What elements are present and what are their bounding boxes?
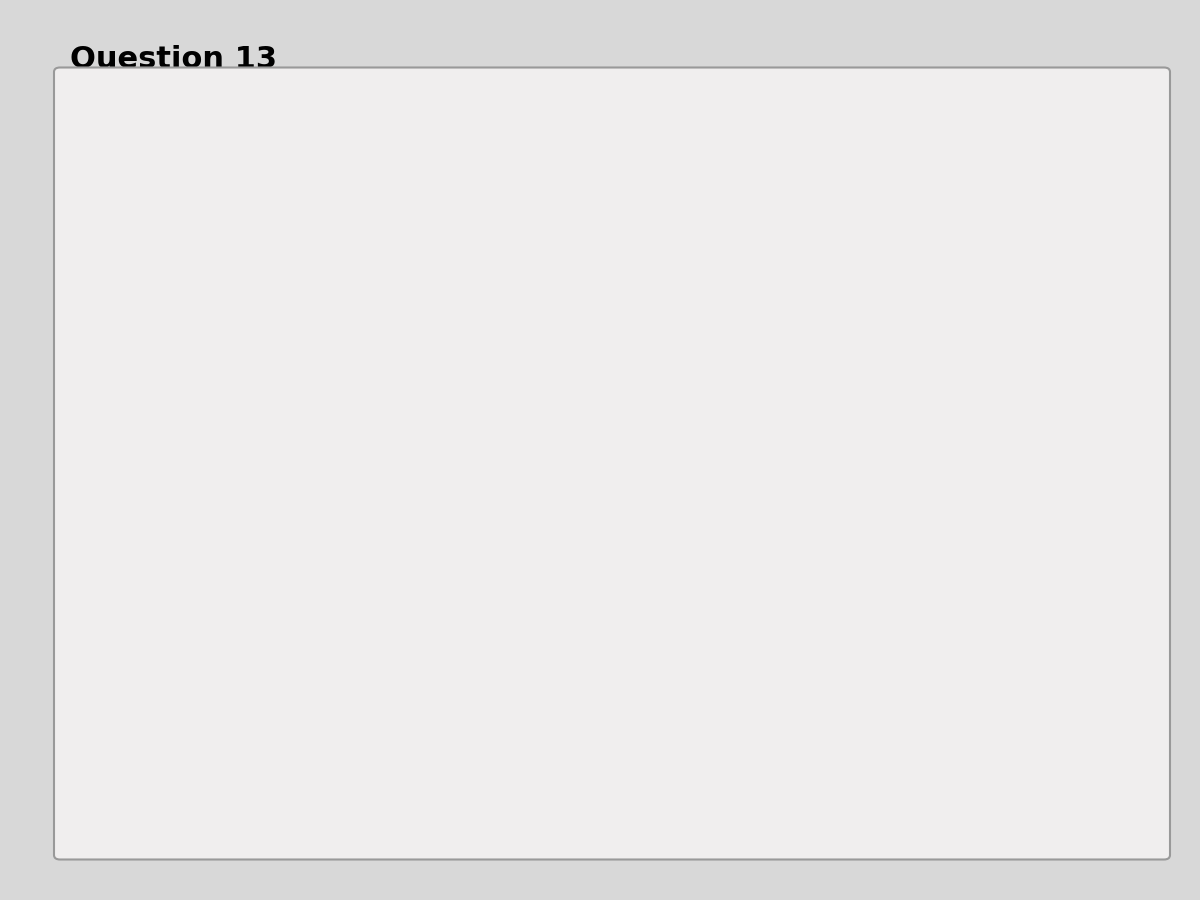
Text: HO: HO — [406, 166, 436, 184]
Text: OH: OH — [190, 219, 220, 238]
Text: IV: IV — [115, 523, 139, 547]
Text: CrO: CrO — [830, 100, 874, 120]
Text: O: O — [467, 178, 482, 197]
Text: I: I — [107, 255, 113, 275]
Text: OH: OH — [1028, 185, 1057, 204]
Text: V: V — [115, 603, 132, 627]
Text: OH: OH — [515, 174, 545, 193]
Text: III: III — [466, 220, 484, 240]
Text: III: III — [115, 443, 137, 467]
Text: IV: IV — [755, 245, 775, 265]
Text: 4: 4 — [883, 95, 893, 110]
Text: II: II — [289, 245, 301, 265]
Text: Which of the following alcohols CANNOT be oxidized by H: Which of the following alcohols CANNOT b… — [70, 100, 712, 120]
Text: Question 13: Question 13 — [70, 46, 277, 75]
Text: 2: 2 — [822, 95, 832, 110]
Text: I: I — [115, 283, 122, 307]
Text: OH: OH — [802, 202, 832, 221]
Text: ?: ? — [892, 100, 904, 120]
Text: OH: OH — [330, 209, 360, 228]
Text: II: II — [115, 363, 130, 387]
Text: V: V — [1043, 258, 1057, 278]
